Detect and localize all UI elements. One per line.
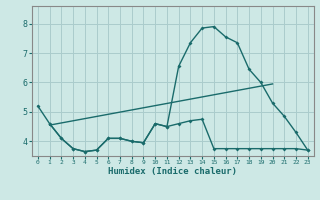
- X-axis label: Humidex (Indice chaleur): Humidex (Indice chaleur): [108, 167, 237, 176]
